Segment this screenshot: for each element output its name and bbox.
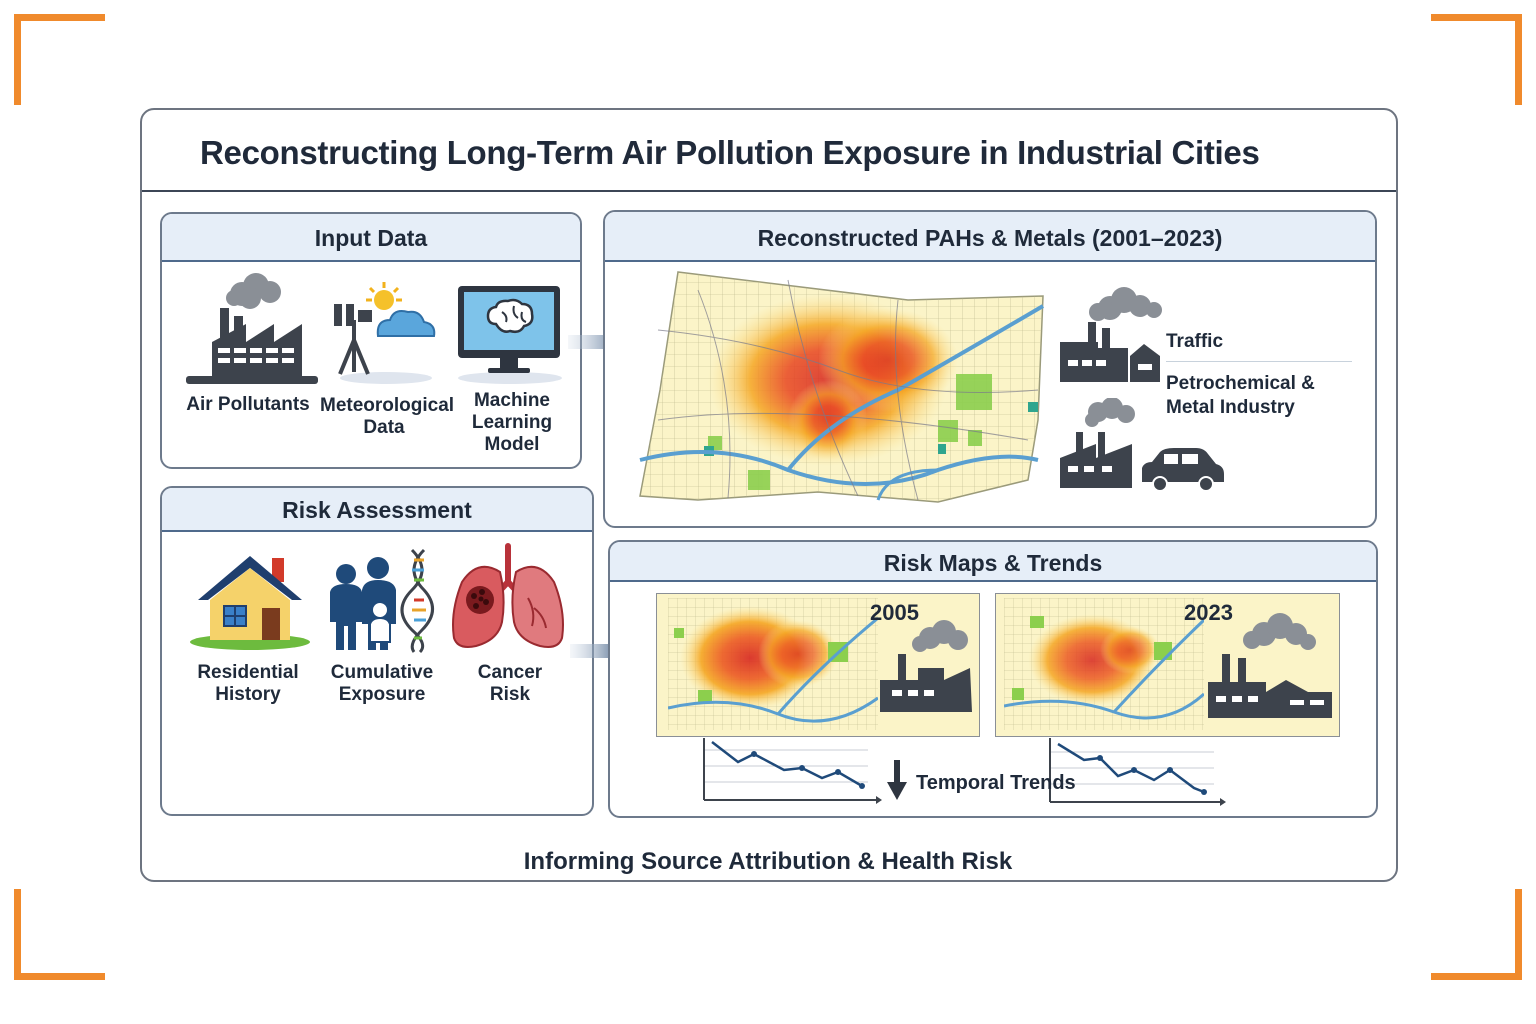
reconstructed-heading: Reconstructed PAHs & Metals (2001–2023)	[605, 212, 1375, 262]
risk-label-cancer: Cancer Risk	[466, 662, 554, 706]
temporal-trends-label: Temporal Trends	[916, 772, 1076, 794]
input-label-air-pollutants: Air Pollutants	[186, 394, 310, 415]
trend-chart-2023	[1049, 738, 1226, 806]
risk-label-residential: Residential History	[180, 662, 316, 706]
corner-bracket-top-left	[14, 14, 105, 105]
input-data-heading: Input Data	[162, 214, 580, 262]
factory-icon	[880, 620, 972, 712]
risk-maps-heading: Risk Maps & Trends	[610, 542, 1376, 582]
input-label-meteorological: Meteorological Data	[316, 395, 455, 439]
risk-label-cumulative: Cumulative Exposure	[316, 662, 448, 706]
factory-icon	[1060, 287, 1162, 382]
source-label-industry: Petrochemical & Metal Industry	[1166, 372, 1326, 420]
source-label-traffic: Traffic	[1166, 331, 1224, 352]
factory-icon	[186, 273, 318, 384]
footer-caption: Informing Source Attribution & Health Ri…	[523, 848, 1013, 875]
lungs-icon	[452, 543, 564, 648]
factory-car-icon	[1060, 398, 1224, 492]
risk-assessment-panel: Risk Assessment	[160, 486, 594, 816]
pollution-heat-map	[639, 271, 1045, 503]
corner-bracket-bottom-right	[1431, 889, 1522, 980]
input-label-meteorological-text: Meteorological Data	[320, 395, 455, 438]
heat-map-2023	[1004, 598, 1204, 730]
brain-monitor-icon	[458, 286, 562, 384]
family-dna-icon	[330, 548, 434, 654]
map-year-2023: 2023	[1184, 600, 1233, 625]
corner-bracket-top-right	[1431, 14, 1522, 105]
risk-assessment-heading: Risk Assessment	[162, 488, 592, 532]
input-label-ml-model: Machine Learning Model	[456, 390, 568, 456]
risk-label-cumulative-text: Cumulative Exposure	[330, 662, 434, 705]
risk-label-cancer-text: Cancer Risk	[477, 662, 543, 705]
trend-chart-2005	[703, 738, 882, 804]
divider	[1166, 361, 1352, 362]
house-icon	[190, 556, 310, 650]
heat-map-2005	[668, 598, 878, 730]
corner-bracket-bottom-left	[14, 889, 105, 980]
input-label-ml-model-text: Machine Learning Model	[471, 390, 553, 455]
weather-station-icon	[334, 282, 436, 384]
title-bar: Reconstructing Long-Term Air Pollution E…	[142, 110, 1396, 192]
source-label-industry-text: Petrochemical & Metal Industry	[1166, 373, 1315, 418]
page-title: Reconstructing Long-Term Air Pollution E…	[200, 134, 1260, 171]
arrow-down-icon	[887, 760, 907, 800]
map-year-2005: 2005	[870, 600, 919, 625]
risk-label-residential-text: Residential History	[197, 662, 299, 705]
factory-icon	[1208, 613, 1332, 718]
